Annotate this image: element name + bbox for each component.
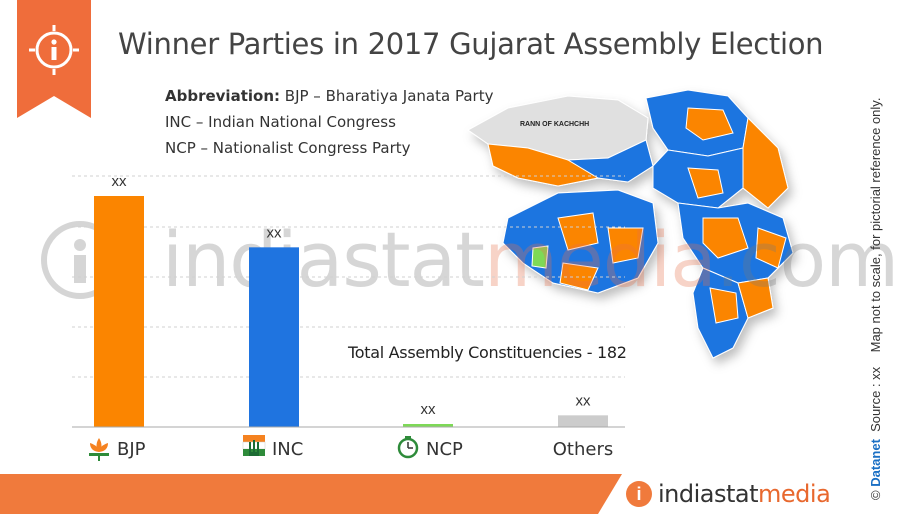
data-label-ncp: xx: [421, 401, 437, 418]
bar-ncp: [403, 424, 453, 427]
datanet-brand: Datanet: [868, 439, 883, 487]
info-badge: [17, 0, 91, 118]
category-label-others: Others: [553, 439, 614, 460]
logo-text: indiastatmedia: [658, 480, 831, 508]
source-text: Source : xx: [868, 366, 883, 432]
abbreviation-bjp: BJP – Bharatiya Janata Party: [284, 87, 494, 105]
info-icon: [29, 25, 79, 75]
logo-info-icon: i: [626, 481, 652, 507]
map-label: RANN OF KACHCHH: [520, 121, 589, 128]
hand-icon: [242, 435, 266, 456]
bar-bjp: [94, 196, 144, 427]
bar-others: [558, 415, 608, 427]
clock-icon: [397, 436, 419, 459]
data-label-inc: xx: [267, 224, 283, 241]
bar-inc: [249, 247, 299, 427]
abbreviation-heading: Abbreviation:: [165, 87, 280, 105]
page-title: Winner Parties in 2017 Gujarat Assembly …: [118, 27, 824, 61]
data-label-bjp: xx: [112, 173, 128, 190]
data-label-others: xx: [576, 392, 592, 409]
side-source-text: © Datanet Source : xx Map not to scale, …: [868, 98, 883, 500]
category-label-inc: INC: [272, 439, 303, 460]
abbreviation-inc: INC – Indian National Congress: [165, 113, 396, 131]
disclaimer-text: Map not to scale, for pictorial referenc…: [868, 97, 883, 353]
gujarat-map: RANN OF KACHCHH: [467, 89, 794, 359]
category-label-bjp: BJP: [117, 439, 146, 460]
total-constituencies-note: Total Assembly Constituencies - 182: [348, 343, 627, 362]
chart-gridlines: [72, 175, 625, 378]
copyright-mark: ©: [868, 490, 883, 500]
footer-logo: i indiastatmedia: [598, 474, 863, 514]
footer-bar: [0, 474, 610, 514]
abbreviation-line-bjp: Abbreviation: BJP – Bharatiya Janata Par…: [165, 87, 493, 105]
category-label-ncp: NCP: [426, 439, 463, 460]
abbreviation-ncp: NCP – Nationalist Congress Party: [165, 139, 411, 157]
lotus-icon: [89, 438, 109, 461]
